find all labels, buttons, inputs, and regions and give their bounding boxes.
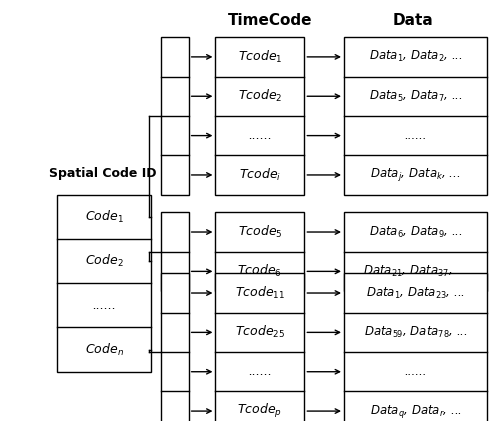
Text: $Data_{21}$, $Data_{37}$, ...: $Data_{21}$, $Data_{37}$, ...: [364, 264, 468, 279]
Text: $Data_{59}$, $Data_{78}$, ...: $Data_{59}$, $Data_{78}$, ...: [364, 325, 468, 340]
Text: $Tcode_{11}$: $Tcode_{11}$: [235, 285, 285, 301]
Text: $Data_q$, $Data_r$, ...: $Data_q$, $Data_r$, ...: [370, 402, 462, 419]
Bar: [344, 273, 488, 425]
Text: Spatial Code ID: Spatial Code ID: [50, 167, 157, 180]
Text: $Data_5$, $Data_7$, ...: $Data_5$, $Data_7$, ...: [368, 89, 462, 104]
Text: $Tcode_i$: $Tcode_i$: [239, 167, 281, 183]
Text: $Tcode_1$: $Tcode_1$: [238, 49, 282, 65]
Text: $Code_1$: $Code_1$: [85, 209, 124, 225]
Bar: [161, 273, 188, 425]
Text: ......: ......: [92, 299, 116, 312]
Bar: [216, 273, 304, 425]
Text: $Tcode_2$: $Tcode_2$: [238, 88, 282, 104]
Text: TimeCode: TimeCode: [228, 13, 312, 28]
Text: $Data_1$, $Data_{23}$, ...: $Data_1$, $Data_{23}$, ...: [366, 286, 465, 300]
Bar: [216, 212, 304, 291]
Text: ......: ......: [248, 365, 272, 378]
Text: $Tcode_6$: $Tcode_6$: [238, 264, 282, 279]
Text: ......: ......: [248, 129, 272, 142]
Bar: [161, 212, 188, 291]
Bar: [161, 37, 188, 195]
Bar: [57, 195, 151, 372]
Text: $Data_j$, $Data_k$, ...: $Data_j$, $Data_k$, ...: [370, 167, 461, 184]
Bar: [344, 212, 488, 291]
Text: ......: ......: [404, 129, 427, 142]
Text: $Tcode_5$: $Tcode_5$: [238, 224, 282, 240]
Text: $Data_6$, $Data_9$, ...: $Data_6$, $Data_9$, ...: [368, 224, 462, 240]
Text: $Code_n$: $Code_n$: [84, 342, 124, 358]
Text: Data: Data: [393, 13, 434, 28]
Text: ......: ......: [404, 365, 427, 378]
Bar: [216, 37, 304, 195]
Text: $Tcode_p$: $Tcode_p$: [238, 402, 282, 420]
Text: $Data_1$, $Data_2$, ...: $Data_1$, $Data_2$, ...: [368, 49, 462, 65]
Bar: [344, 37, 488, 195]
Text: $Tcode_{25}$: $Tcode_{25}$: [235, 324, 285, 340]
Text: $Code_2$: $Code_2$: [85, 253, 124, 269]
